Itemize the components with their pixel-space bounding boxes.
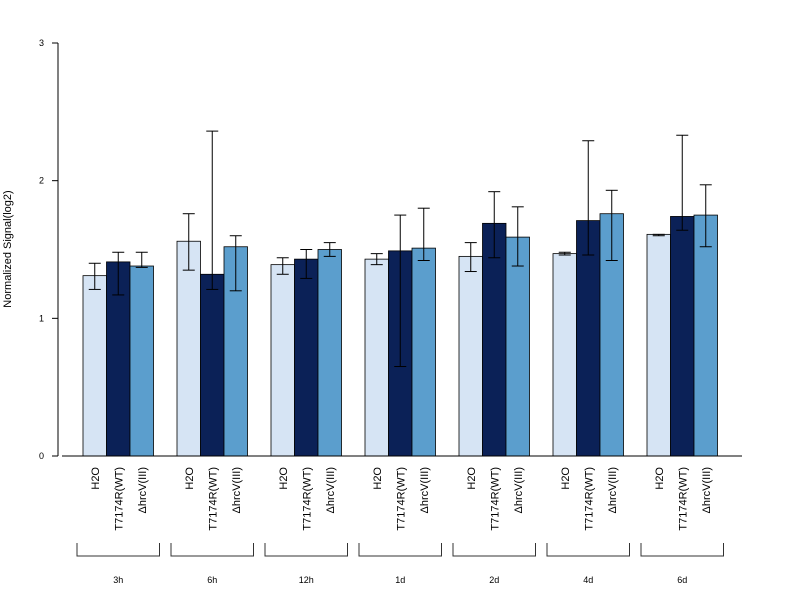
group-bracket [170, 543, 254, 557]
bar [200, 273, 225, 457]
group-label: 6d [677, 575, 687, 585]
bar [670, 216, 695, 457]
category-label: H2O [184, 467, 196, 490]
y-tick-label: 0 [39, 451, 44, 461]
bar [552, 253, 577, 457]
group-labels: 3h 6h 12h 1d 2d 4d 6d [76, 543, 724, 585]
category-label: H2O [90, 467, 102, 490]
bars-layer [82, 130, 718, 457]
bar [458, 255, 483, 457]
bar [364, 258, 389, 457]
y-axis-title: Normalized Signal(log2) [2, 190, 14, 307]
bar [576, 220, 601, 457]
category-label: ΔhrcV(III) [701, 467, 713, 513]
category-label: H2O [278, 467, 290, 490]
category-label: H2O [654, 467, 666, 490]
bar [294, 258, 319, 457]
category-label: ΔhrcV(III) [513, 467, 525, 513]
bar [646, 233, 671, 457]
group-label: 4d [583, 575, 593, 585]
group-label: 1d [395, 575, 405, 585]
bar [411, 247, 436, 457]
bar [82, 275, 107, 457]
category-label: ΔhrcV(III) [137, 467, 149, 513]
category-labels: H2O T7174R(WT) ΔhrcV(III) H2O T7174R(WT) Δhrc… [90, 467, 713, 531]
category-label: H2O [372, 467, 384, 490]
bar [270, 264, 295, 457]
category-label: T7174R(WT) [395, 467, 407, 531]
category-label: ΔhrcV(III) [607, 467, 619, 513]
group-bracket [358, 543, 442, 557]
category-label: T7174R(WT) [583, 467, 595, 531]
group-label: 6h [207, 575, 217, 585]
group-bracket [452, 543, 536, 557]
group-label: 2d [489, 575, 499, 585]
category-label: T7174R(WT) [489, 467, 501, 531]
category-label: ΔhrcV(III) [231, 467, 243, 513]
group-bracket [546, 543, 630, 557]
y-tick-label: 1 [39, 313, 44, 323]
category-label: ΔhrcV(III) [419, 467, 431, 513]
bar [505, 236, 530, 457]
bar [317, 249, 342, 457]
y-tick-label: 2 [39, 176, 44, 186]
category-label: H2O [466, 467, 478, 490]
category-label: T7174R(WT) [301, 467, 313, 531]
group-bracket [640, 543, 724, 557]
y-tick-label: 3 [39, 38, 44, 48]
bar [693, 214, 718, 457]
group-label: 12h [299, 575, 314, 585]
category-label: T7174R(WT) [677, 467, 689, 531]
group-bracket [76, 543, 160, 557]
category-label: ΔhrcV(III) [325, 467, 337, 513]
group-label: 3h [113, 575, 123, 585]
category-label: H2O [560, 467, 572, 490]
category-label: T7174R(WT) [113, 467, 125, 531]
group-bracket [264, 543, 348, 557]
category-label: T7174R(WT) [207, 467, 219, 531]
y-axis: 0 1 2 3 [39, 38, 59, 461]
bar [176, 240, 201, 457]
bar [129, 265, 154, 457]
